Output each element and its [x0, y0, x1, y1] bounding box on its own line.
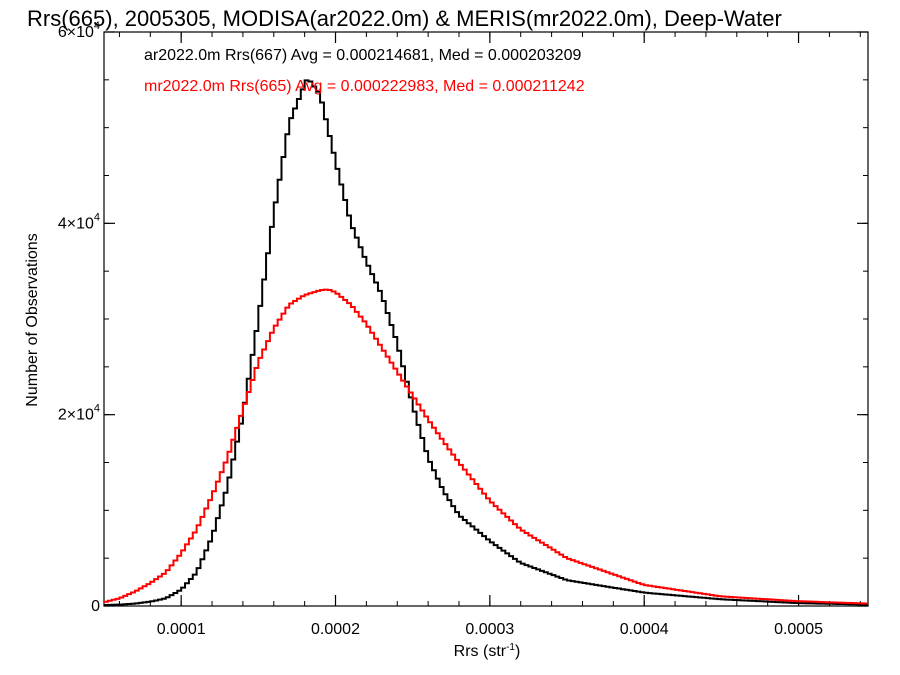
chart-title: Rrs(665), 2005305, MODISA(ar2022.0m) & M… — [27, 6, 782, 31]
legend-entry-black: ar2022.0m Rrs(667) Avg = 0.000214681, Me… — [144, 47, 581, 64]
x-tick-label: 0.0003 — [465, 621, 514, 638]
series-layer — [104, 79, 868, 606]
series-meris-line — [104, 288, 868, 605]
y-tick-label: 4×104 — [58, 211, 100, 232]
x-tick-label: 0.0005 — [774, 621, 823, 638]
x-tick-label: 0.0001 — [157, 621, 206, 638]
axes-frame: 0.0001 0.0002 0.0003 0.0004 0.0005 0 2×104 4×10… — [58, 20, 869, 638]
y-axis-label: Number of Observations — [24, 233, 41, 406]
y-tick-label: 0 — [91, 598, 100, 615]
x-tick-label: 0.0004 — [620, 621, 669, 638]
y-tick-label: 2×104 — [58, 403, 100, 424]
y-tick-label: 6×104 — [58, 20, 100, 41]
legend-entry-red: mr2022.0m Rrs(665) Avg = 0.000222983, Me… — [144, 78, 585, 95]
series-modisa-line — [104, 79, 868, 606]
x-axis-label: Rrs (str-1) — [454, 642, 521, 660]
x-tick-label: 0.0002 — [311, 621, 360, 638]
